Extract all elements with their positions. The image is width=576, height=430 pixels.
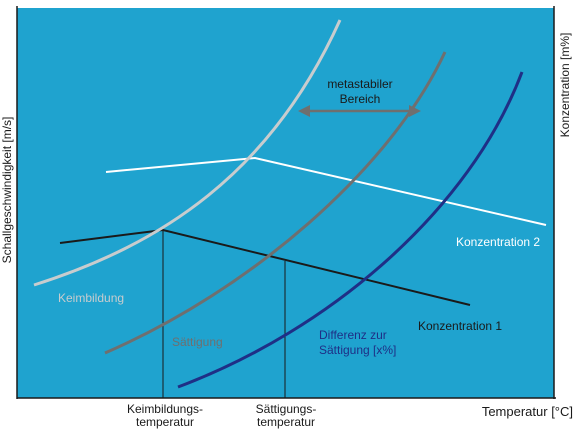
konzentration-2-label: Konzentration 2 <box>456 235 540 249</box>
saettigung-tick-line-1: Sättigungs- <box>256 402 317 416</box>
metastable-label-line-2: Bereich <box>340 92 381 106</box>
y-axis-right-label: Konzentration [m%] <box>558 33 572 138</box>
metastable-label-line-1: metastabiler <box>327 77 392 91</box>
y-axis-left-label: Schallgeschwindigkeit [m/s] <box>0 117 14 264</box>
saettigung-tick-line-2: temperatur <box>257 415 315 429</box>
metastable-arrow <box>298 105 421 117</box>
keimbildung-tick-line-1: Keimbildungs- <box>127 402 203 416</box>
keimbildung-tick-line-2: temperatur <box>136 415 194 429</box>
keimbildung-label: Keimbildung <box>58 291 124 305</box>
saettigung-curve <box>104 51 447 355</box>
differenz-label-line-2: Sättigung [x%] <box>319 343 396 357</box>
konzentration-2-line <box>105 156 547 226</box>
differenz-label-line-1: Differenz zur <box>319 328 387 342</box>
x-axis-label: Temperatur [°C] <box>482 404 573 419</box>
differenz-curve <box>177 71 524 389</box>
saettigung-label: Sättigung <box>172 335 223 349</box>
keimbildung-curve <box>33 19 342 287</box>
konzentration-1-line <box>59 228 471 306</box>
konzentration-1-label: Konzentration 1 <box>418 319 502 333</box>
